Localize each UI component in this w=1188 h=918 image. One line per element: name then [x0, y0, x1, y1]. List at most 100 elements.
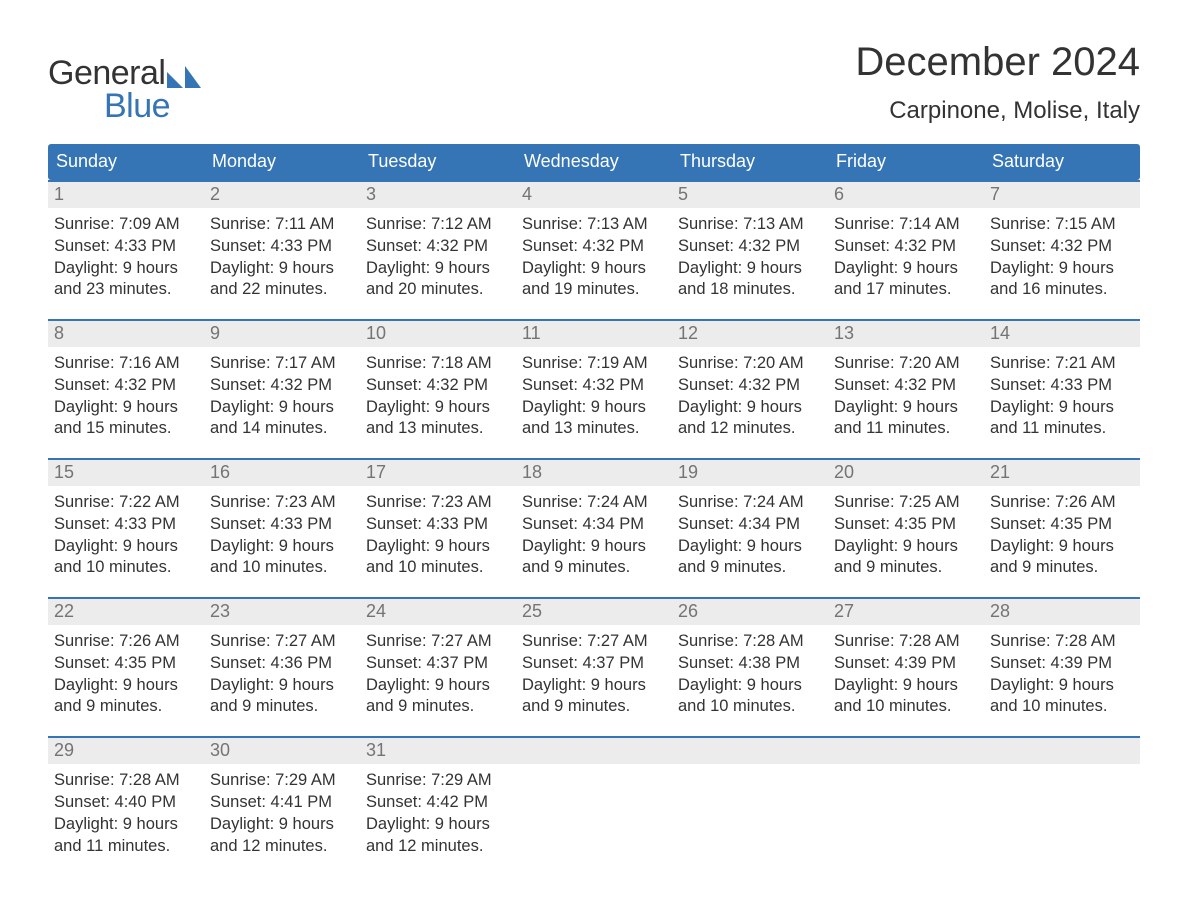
- day-cell: 25 Sunrise: 7:27 AMSunset: 4:37 PMDayligh…: [516, 599, 672, 724]
- day-dl2: and 9 minutes.: [678, 557, 822, 579]
- brand-logo: General Blue: [48, 40, 201, 126]
- day-sunrise: Sunrise: 7:24 AM: [678, 492, 822, 514]
- day-dl2: and 10 minutes.: [366, 557, 510, 579]
- day-sunrise: Sunrise: 7:19 AM: [522, 353, 666, 375]
- day-dl1: Daylight: 9 hours: [522, 258, 666, 280]
- day-body: Sunrise: 7:26 AMSunset: 4:35 PMDaylight:…: [48, 625, 204, 724]
- day-dl1: Daylight: 9 hours: [54, 675, 198, 697]
- day-number: 26: [672, 599, 828, 625]
- day-cell: 3Sunrise: 7:12 AMSunset: 4:32 PMDaylight…: [360, 182, 516, 307]
- day-number: 16: [204, 460, 360, 486]
- day-cell: 29Sunrise: 7:28 AMSunset: 4:40 PMDayligh…: [48, 738, 204, 863]
- weekday-header: Thursday: [672, 144, 828, 180]
- day-sunset: Sunset: 4:33 PM: [210, 236, 354, 258]
- day-dl1: Daylight: 9 hours: [54, 258, 198, 280]
- day-body: Sunrise: 7:26 AMSunset: 4:35 PMDaylight:…: [984, 486, 1140, 585]
- day-cell: [828, 738, 984, 863]
- day-number: 7: [984, 182, 1140, 208]
- day-sunrise: Sunrise: 7:17 AM: [210, 353, 354, 375]
- day-sunset: Sunset: 4:38 PM: [678, 653, 822, 675]
- day-sunset: Sunset: 4:32 PM: [54, 375, 198, 397]
- day-sunrise: Sunrise: 7:22 AM: [54, 492, 198, 514]
- weekday-header: Monday: [204, 144, 360, 180]
- day-dl1: Daylight: 9 hours: [54, 397, 198, 419]
- day-dl2: and 12 minutes.: [210, 836, 354, 858]
- day-body: [984, 764, 1140, 860]
- day-body: Sunrise: 7:12 AMSunset: 4:32 PMDaylight:…: [360, 208, 516, 307]
- day-sunrise: Sunrise: 7:20 AM: [678, 353, 822, 375]
- day-body: Sunrise: 7:14 AMSunset: 4:32 PMDaylight:…: [828, 208, 984, 307]
- day-cell: 11Sunrise: 7:19 AMSunset: 4:32 PMDayligh…: [516, 321, 672, 446]
- day-sunset: Sunset: 4:41 PM: [210, 792, 354, 814]
- day-number: 22: [48, 599, 204, 625]
- day-sunrise: Sunrise: 7:14 AM: [834, 214, 978, 236]
- day-body: Sunrise: 7:15 AMSunset: 4:32 PMDaylight:…: [984, 208, 1140, 307]
- day-number: 25: [516, 599, 672, 625]
- day-dl2: and 22 minutes.: [210, 279, 354, 301]
- location-subtitle: Carpinone, Molise, Italy: [855, 97, 1140, 125]
- day-sunrise: Sunrise: 7:27 AM: [366, 631, 510, 653]
- week-row: 29Sunrise: 7:28 AMSunset: 4:40 PMDayligh…: [48, 736, 1140, 863]
- day-sunset: Sunset: 4:35 PM: [54, 653, 198, 675]
- day-dl2: and 17 minutes.: [834, 279, 978, 301]
- day-sunset: Sunset: 4:32 PM: [210, 375, 354, 397]
- day-sunset: Sunset: 4:37 PM: [522, 653, 666, 675]
- day-sunrise: Sunrise: 7:11 AM: [210, 214, 354, 236]
- day-sunrise: Sunrise: 7:26 AM: [990, 492, 1134, 514]
- day-cell: 18Sunrise: 7:24 AMSunset: 4:34 PMDayligh…: [516, 460, 672, 585]
- day-dl1: Daylight: 9 hours: [522, 675, 666, 697]
- day-sunrise: Sunrise: 7:16 AM: [54, 353, 198, 375]
- calendar-table: Sunday Monday Tuesday Wednesday Thursday…: [48, 144, 1140, 863]
- day-number: 8: [48, 321, 204, 347]
- day-number: 2: [204, 182, 360, 208]
- day-body: Sunrise: 7:23 AMSunset: 4:33 PMDaylight:…: [204, 486, 360, 585]
- day-dl1: Daylight: 9 hours: [834, 397, 978, 419]
- day-sunrise: Sunrise: 7:28 AM: [834, 631, 978, 653]
- day-dl2: and 11 minutes.: [834, 418, 978, 440]
- day-sunset: Sunset: 4:36 PM: [210, 653, 354, 675]
- weekday-header: Sunday: [48, 144, 204, 180]
- day-dl2: and 9 minutes.: [522, 696, 666, 718]
- day-cell: 15Sunrise: 7:22 AMSunset: 4:33 PMDayligh…: [48, 460, 204, 585]
- day-dl2: and 15 minutes.: [54, 418, 198, 440]
- day-dl2: and 12 minutes.: [678, 418, 822, 440]
- day-body: Sunrise: 7:25 AMSunset: 4:35 PMDaylight:…: [828, 486, 984, 585]
- day-sunrise: Sunrise: 7:27 AM: [522, 631, 666, 653]
- day-body: Sunrise: 7:20 AMSunset: 4:32 PMDaylight:…: [672, 347, 828, 446]
- day-dl2: and 9 minutes.: [210, 696, 354, 718]
- day-number: [672, 738, 828, 764]
- day-body: Sunrise: 7:28 AMSunset: 4:39 PMDaylight:…: [984, 625, 1140, 724]
- day-sunset: Sunset: 4:32 PM: [678, 236, 822, 258]
- day-number: [516, 738, 672, 764]
- day-sunrise: Sunrise: 7:24 AM: [522, 492, 666, 514]
- day-sunset: Sunset: 4:32 PM: [834, 375, 978, 397]
- day-body: Sunrise: 7:24 AMSunset: 4:34 PMDaylight:…: [516, 486, 672, 585]
- day-dl1: Daylight: 9 hours: [678, 536, 822, 558]
- day-cell: 8 Sunrise: 7:16 AMSunset: 4:32 PMDaylight…: [48, 321, 204, 446]
- day-sunset: Sunset: 4:39 PM: [834, 653, 978, 675]
- day-dl1: Daylight: 9 hours: [678, 397, 822, 419]
- day-dl2: and 10 minutes.: [990, 696, 1134, 718]
- day-dl1: Daylight: 9 hours: [210, 258, 354, 280]
- day-number: 6: [828, 182, 984, 208]
- day-cell: 19Sunrise: 7:24 AMSunset: 4:34 PMDayligh…: [672, 460, 828, 585]
- day-dl1: Daylight: 9 hours: [678, 675, 822, 697]
- day-dl1: Daylight: 9 hours: [522, 397, 666, 419]
- day-body: Sunrise: 7:28 AMSunset: 4:38 PMDaylight:…: [672, 625, 828, 724]
- week-row: 15Sunrise: 7:22 AMSunset: 4:33 PMDayligh…: [48, 458, 1140, 585]
- day-cell: 26Sunrise: 7:28 AMSunset: 4:38 PMDayligh…: [672, 599, 828, 724]
- day-sunrise: Sunrise: 7:13 AM: [522, 214, 666, 236]
- day-dl1: Daylight: 9 hours: [210, 675, 354, 697]
- day-number: 31: [360, 738, 516, 764]
- title-block: December 2024 Carpinone, Molise, Italy: [855, 40, 1140, 125]
- day-body: Sunrise: 7:23 AMSunset: 4:33 PMDaylight:…: [360, 486, 516, 585]
- day-cell: 20Sunrise: 7:25 AMSunset: 4:35 PMDayligh…: [828, 460, 984, 585]
- day-body: Sunrise: 7:17 AMSunset: 4:32 PMDaylight:…: [204, 347, 360, 446]
- weekday-header-row: Sunday Monday Tuesday Wednesday Thursday…: [48, 144, 1140, 180]
- day-number: [828, 738, 984, 764]
- day-number: 5: [672, 182, 828, 208]
- day-dl1: Daylight: 9 hours: [54, 536, 198, 558]
- day-cell: 14Sunrise: 7:21 AMSunset: 4:33 PMDayligh…: [984, 321, 1140, 446]
- day-sunrise: Sunrise: 7:28 AM: [990, 631, 1134, 653]
- day-number: 24: [360, 599, 516, 625]
